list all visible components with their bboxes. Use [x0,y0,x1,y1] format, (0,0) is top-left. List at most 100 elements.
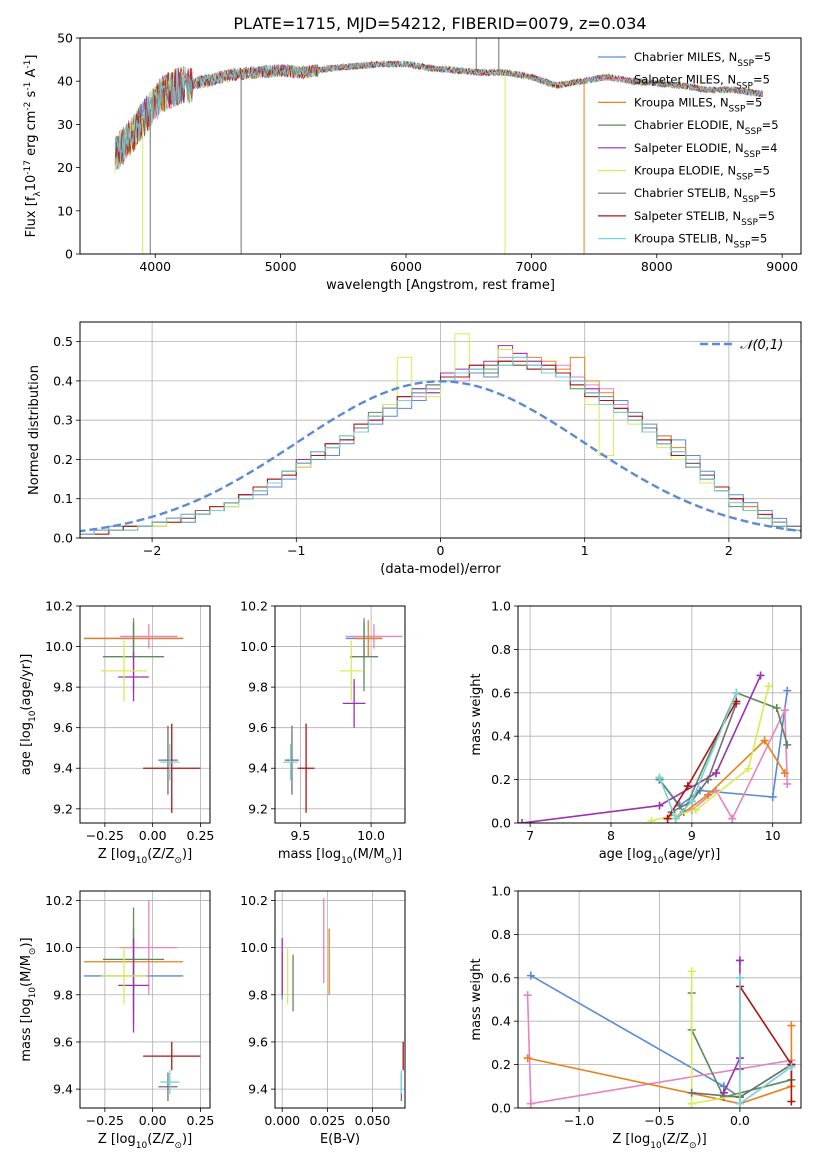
y-tick-label: 1.0 [491,599,511,614]
x-axis-label: mass [log10(M/M⊙)] [278,847,402,866]
y-tick-label: 50 [57,31,73,46]
y-tick-label: 10.0 [45,940,73,955]
x-tick-label: 0.00 [139,828,167,843]
x-tick-label: 6000 [390,259,422,274]
y-tick-label: 1.0 [491,884,511,899]
plus-marker [671,814,680,823]
plus-marker [764,682,773,691]
y-tick-label: 10.2 [240,599,268,614]
y-tick-label: 30 [57,117,73,132]
panel-mass_vs_Z: −0.25 0.00 0.25 9.4 9.6 9.8 10.0 10.2 Z [log10(Z… [19,890,214,1151]
plus-marker [732,697,741,706]
y-tick-label: 9.2 [53,801,73,816]
normal-curve [80,380,801,533]
axes-frame [79,321,802,539]
y-tick-label: 0.0 [491,816,511,831]
plus-marker [687,1099,696,1108]
legend-label: Salpeter STELIB, NSSP=5 [634,209,775,228]
x-tick-label: −0.25 [86,828,124,843]
x-tick-label: 0.0 [730,1113,750,1128]
plus-marker [787,1097,796,1106]
plus-marker [780,769,789,778]
panel-mass_weight_vs_age: 7 8 9 10 0.0 0.2 0.4 0.6 0.8 1.0 age [log10(age/yr… [469,599,802,866]
panel-mass_weight_vs_Z: −1.0 −0.5 0.0 0.0 0.2 0.4 0.6 0.8 1.0 Z [log10(Z/… [469,884,802,1151]
x-tick-label: 0.00 [139,1113,167,1128]
plot-area [281,898,404,1101]
x-axis-label: wavelength [Angstrom, rest frame] [326,278,555,293]
y-tick-label: 0.4 [53,373,73,388]
axes-frame [517,605,802,824]
y-tick-label: 0.3 [53,413,73,428]
mass-weight-line [690,993,792,1099]
mass-weight-line [739,986,793,1102]
mass-weight-line [739,977,792,1106]
plus-marker [687,1088,696,1097]
y-tick-label: 0.2 [53,452,73,467]
y-tick-label: 0.0 [491,1101,511,1116]
y-tick-label: 0.4 [491,729,511,744]
y-tick-label: 40 [57,74,73,89]
plus-marker [655,773,664,782]
histogram-step [80,356,801,538]
plot-area [523,956,796,1108]
x-tick-label: −1 [287,543,305,558]
y-axis-label: Flux [fλ10-17 erg cm-2 s-1 A-1] [23,55,43,238]
y-tick-label: 9.4 [53,1082,73,1097]
plus-marker [687,967,696,976]
mass-weight-line [527,1025,793,1105]
y-tick-label: 9.8 [248,680,268,695]
mass-weight-line [690,971,741,1105]
y-tick-label: 0.6 [491,970,511,985]
x-tick-label: 9 [688,828,696,843]
y-tick-label: 9.6 [248,720,268,735]
x-tick-label: 0.000 [264,1113,300,1128]
y-tick-label: 10.2 [45,599,73,614]
mass-weight-line [723,960,741,1094]
axes-frame [79,890,211,1109]
x-tick-label: −0.5 [644,1113,674,1128]
x-tick-label: 10 [765,828,781,843]
y-tick-label: 10 [57,203,73,218]
panel-spectrum: 4000 5000 6000 7000 8000 9000 0 10 20 30 40 50 wavel… [23,31,802,293]
x-axis-label: Z [log10(Z/Z⊙)] [612,1132,706,1151]
plus-marker [523,991,532,1000]
legend-label: Chabrier STELIB, NSSP=5 [634,186,776,205]
plus-marker [655,801,664,810]
panel-residual_histogram: −2 −1 0 1 2 0.0 0.1 0.2 0.3 0.4 0.5 (data-model)/er… [27,321,802,577]
plus-marker [663,814,672,823]
panel-age_vs_mass: 9.5 10.0 9.2 9.4 9.6 9.8 10.0 10.2 mass [log10(M… [240,599,406,866]
plus-marker [772,703,781,712]
y-tick-label: 20 [57,160,73,175]
figure-title: PLATE=1715, MJD=54212, FIBERID=0079, z=0… [233,14,646,33]
y-tick-label: 0 [65,247,73,262]
y-tick-label: 9.8 [53,987,73,1002]
plus-marker [691,805,700,814]
x-tick-label: 2 [725,543,733,558]
x-tick-label: 7 [526,828,534,843]
x-tick-label: −1.0 [564,1113,594,1128]
panel-mass_vs_ebv: 0.000 0.025 0.050 9.4 9.6 9.8 10.0 10.2 E(B-V) [240,890,406,1147]
x-tick-label: 8 [607,828,615,843]
plus-marker [704,775,713,784]
y-tick-label: 9.6 [248,1034,268,1049]
x-tick-label: 1 [581,543,589,558]
mass-weight-line [675,739,786,820]
plus-marker [526,1099,535,1108]
plus-marker [683,782,692,791]
plus-marker [518,819,527,823]
plus-marker [783,740,792,749]
y-tick-label: 10.2 [45,893,73,908]
y-axis-label: mass weight [469,958,484,1040]
legend-label: Kroupa ELODIE, NSSP=5 [634,164,770,183]
plus-marker [735,973,744,982]
plus-marker [732,688,741,697]
legend-label: 𝒩(0,1) [740,338,783,353]
plus-marker [523,1054,532,1063]
x-tick-label: 5000 [265,259,297,274]
y-tick-label: 10.0 [240,940,268,955]
mass-weight-line [671,703,738,813]
x-tick-label: 4000 [139,259,171,274]
x-tick-label: 0.025 [309,1113,345,1128]
plot-area [83,618,201,813]
